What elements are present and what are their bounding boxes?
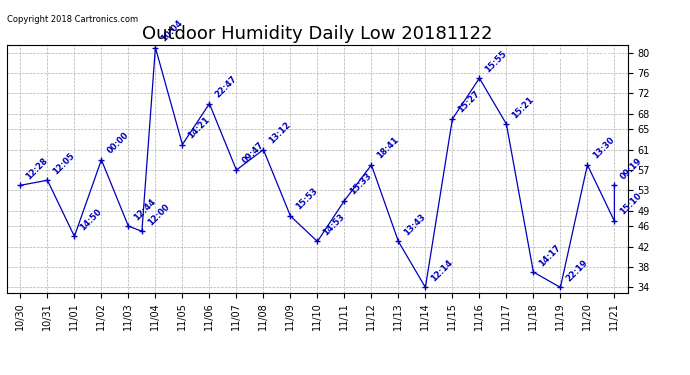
Text: 22:19: 22:19 xyxy=(564,258,590,283)
Text: 09:19: 09:19 xyxy=(618,156,644,181)
Title: Outdoor Humidity Daily Low 20181122: Outdoor Humidity Daily Low 20181122 xyxy=(142,26,493,44)
Text: 13:30: 13:30 xyxy=(591,136,617,161)
Text: 15:33: 15:33 xyxy=(348,171,374,196)
Text: 14:21: 14:21 xyxy=(186,115,212,140)
Text: 18:41: 18:41 xyxy=(375,135,401,161)
Text: 14:50: 14:50 xyxy=(79,207,104,232)
Text: 15:10: 15:10 xyxy=(618,192,644,217)
Text: 12:05: 12:05 xyxy=(52,151,77,176)
Text: 12:00: 12:00 xyxy=(146,202,171,227)
Text: 15:55: 15:55 xyxy=(484,49,509,74)
Text: 22:47: 22:47 xyxy=(214,74,239,99)
Text: 15:27: 15:27 xyxy=(457,90,482,115)
Text: 15:53: 15:53 xyxy=(295,186,320,212)
Text: 14:17: 14:17 xyxy=(538,243,563,268)
Text: 15:21: 15:21 xyxy=(511,94,536,120)
Text: 10:04: 10:04 xyxy=(159,18,185,44)
Text: 12:28: 12:28 xyxy=(25,156,50,181)
Text: 12:14: 12:14 xyxy=(430,258,455,283)
Text: 14:53: 14:53 xyxy=(322,212,347,237)
Text: 00:00: 00:00 xyxy=(106,130,130,156)
Text: 09:47: 09:47 xyxy=(241,141,266,166)
Text: Copyright 2018 Cartronics.com: Copyright 2018 Cartronics.com xyxy=(7,15,138,24)
Text: 13:12: 13:12 xyxy=(268,120,293,146)
Text: 12:44: 12:44 xyxy=(132,196,158,222)
Text: 13:43: 13:43 xyxy=(402,212,428,237)
